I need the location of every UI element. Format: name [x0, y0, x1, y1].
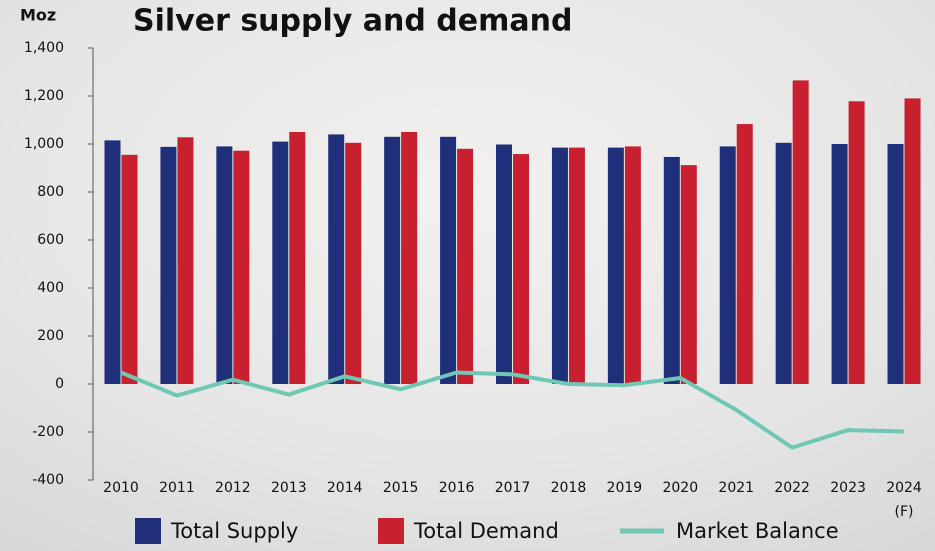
forecast-note: (F) — [895, 504, 914, 520]
bar — [105, 140, 121, 384]
y-axis-label: Moz — [20, 6, 56, 25]
y-tick-label: 400 — [37, 280, 64, 296]
bar — [289, 132, 305, 384]
x-tick-label: 2016 — [439, 480, 475, 496]
bar — [457, 149, 473, 384]
bar — [569, 148, 585, 384]
x-tick-label: 2011 — [159, 480, 195, 496]
bar — [552, 148, 568, 384]
chart-title: Silver supply and demand — [133, 4, 572, 39]
x-tick-label: 2014 — [327, 480, 363, 496]
y-tick-label: 1,400 — [24, 40, 64, 56]
bar — [608, 148, 624, 384]
x-tick-label: 2010 — [103, 480, 139, 496]
bar — [720, 146, 736, 384]
y-tick-label: 0 — [55, 376, 64, 392]
bar — [832, 144, 848, 384]
y-tick-label: 1,000 — [24, 136, 64, 152]
bar — [160, 147, 176, 384]
x-tick-label: 2023 — [830, 480, 866, 496]
legend-swatch — [378, 518, 404, 544]
bar — [776, 143, 792, 384]
bar — [328, 134, 344, 384]
bar — [177, 137, 193, 384]
x-tick-label: 2018 — [551, 480, 587, 496]
x-tick-label: 2019 — [607, 480, 643, 496]
bar — [272, 142, 288, 384]
y-tick-label: 1,200 — [24, 88, 64, 104]
bar — [384, 137, 400, 384]
y-tick-label: -200 — [32, 424, 64, 440]
x-tick-label: 2024 — [886, 480, 922, 496]
x-tick-label: 2017 — [495, 480, 531, 496]
x-tick-label: 2012 — [215, 480, 251, 496]
bar — [216, 146, 232, 384]
bar — [793, 80, 809, 384]
bar — [737, 124, 753, 384]
legend-swatch — [135, 518, 161, 544]
bar — [905, 98, 921, 384]
bar — [440, 137, 456, 384]
bar — [345, 143, 361, 384]
x-tick-label: 2015 — [383, 480, 419, 496]
y-tick-label: 800 — [37, 184, 64, 200]
bar — [496, 144, 512, 384]
bar — [122, 155, 138, 384]
bar — [849, 101, 865, 384]
bar — [888, 144, 904, 384]
chart: Silver supply and demand Moz -400 -200 0 20… — [0, 0, 935, 551]
bar — [513, 154, 529, 384]
bar — [681, 165, 697, 384]
x-tick-label: 2021 — [718, 480, 754, 496]
legend-label: Total Demand — [413, 519, 559, 543]
bar — [664, 157, 680, 384]
x-tick-label: 2022 — [774, 480, 810, 496]
legend-label: Market Balance — [676, 519, 839, 543]
y-tick-label: -400 — [32, 472, 64, 488]
x-tick-label: 2020 — [662, 480, 698, 496]
x-tick-label: 2013 — [271, 480, 307, 496]
bar — [233, 151, 249, 384]
y-tick-label: 200 — [37, 328, 64, 344]
bar — [401, 132, 417, 384]
legend-label: Total Supply — [170, 519, 298, 543]
y-tick-label: 600 — [37, 232, 64, 248]
bar — [625, 146, 641, 384]
